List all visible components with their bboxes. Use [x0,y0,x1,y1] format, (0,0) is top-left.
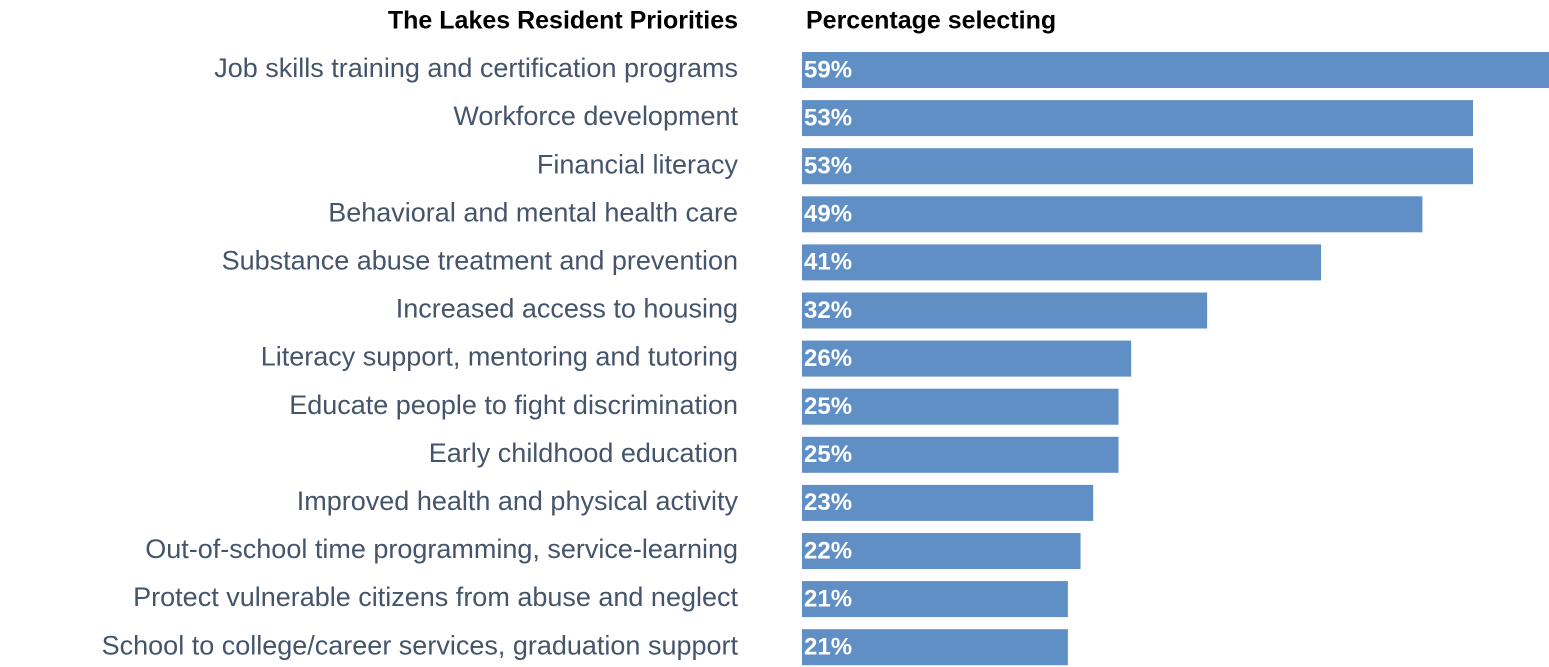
value-label: 21% [804,634,852,661]
bar [802,388,1119,425]
value-label: 49% [804,201,852,228]
category-label: Behavioral and mental health care [328,197,738,227]
value-label: 59% [804,56,852,83]
category-label: Out-of-school time programming, service-… [145,534,738,564]
category-label: Protect vulnerable citizens from abuse a… [133,582,738,612]
value-label: 22% [804,537,852,564]
bar [802,484,1094,521]
categories-title: The Lakes Resident Priorities [388,7,738,35]
value-label: 41% [804,249,852,276]
bar [802,196,1423,233]
bar [802,148,1474,185]
category-label: Increased access to housing [396,294,738,324]
bar [802,340,1132,377]
bar [802,436,1119,473]
value-label: 53% [804,153,852,180]
value-label: 25% [804,393,852,420]
value-label: 53% [804,104,852,131]
values-title: Percentage selecting [806,7,1056,35]
category-label: Substance abuse treatment and prevention [222,246,738,276]
category-label: Financial literacy [537,149,739,179]
category-label: Improved health and physical activity [297,486,739,516]
value-label: 21% [804,585,852,612]
category-label: Early childhood education [429,438,738,468]
category-label: Workforce development [453,101,738,131]
bar [802,629,1068,666]
category-label: Job skills training and certification pr… [214,53,738,83]
bar [802,244,1322,281]
value-label: 26% [804,345,852,372]
bar [802,52,1549,88]
bar [802,292,1208,329]
category-label: Educate people to fight discrimination [289,390,738,420]
value-label: 25% [804,441,852,468]
category-label: School to college/career services, gradu… [102,630,739,660]
bar [802,533,1081,569]
bar [802,581,1068,618]
bar [802,100,1474,137]
category-label: Literacy support, mentoring and tutoring [261,342,738,372]
value-label: 32% [804,297,852,324]
value-label: 23% [804,489,852,516]
